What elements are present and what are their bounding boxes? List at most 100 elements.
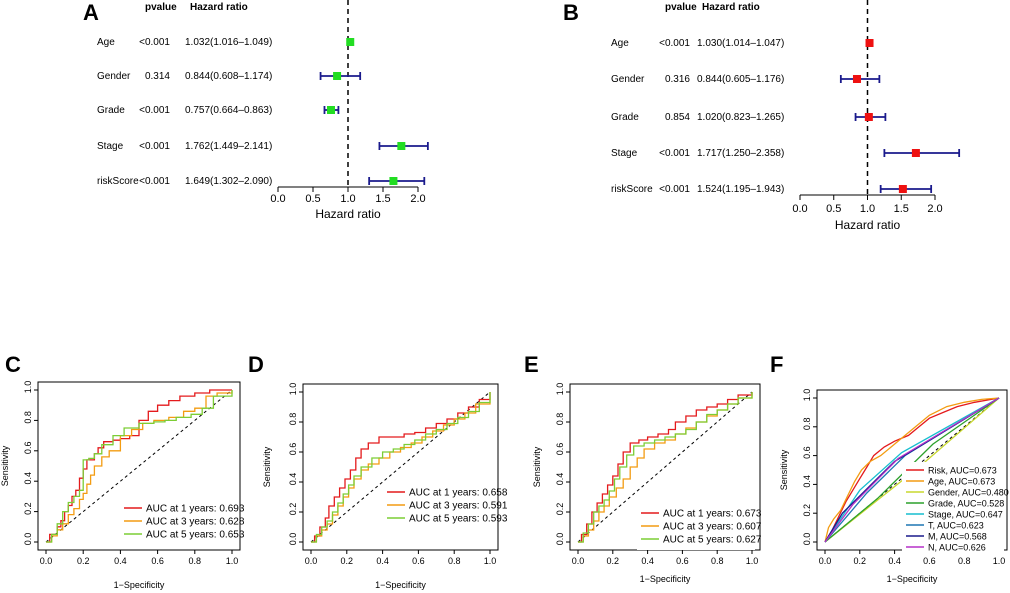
row-label: Age (611, 38, 629, 49)
row-hr-text: 1.717(1.250–2.358) (697, 148, 784, 159)
legend-entry: Age, AUC=0.673 (928, 477, 995, 487)
x-tick-label: 2.0 (927, 203, 942, 215)
legend-entry: M, AUC=0.568 (928, 532, 987, 542)
row-pvalue: 0.854 (665, 112, 690, 123)
row-pvalue: <0.001 (139, 141, 170, 152)
y-axis-title: Sensitivity (532, 446, 542, 487)
legend-entry: AUC at 3 years: 0.607 (663, 522, 762, 533)
header-pvalue: pvalue (665, 2, 697, 13)
row-pvalue: <0.001 (659, 184, 690, 195)
row-label: Gender (611, 74, 645, 85)
roc-curve (46, 389, 232, 543)
legend-box (902, 462, 1004, 556)
row-hr-text: 0.844(0.608–1.174) (185, 71, 272, 82)
y-tick-label: 0.2 (23, 502, 33, 515)
roc-curve (824, 397, 1000, 543)
y-tick-label: 0.0 (288, 533, 298, 546)
y-tick-label: 0.0 (23, 533, 33, 546)
x-tick-label: 0.2 (854, 556, 867, 566)
x-tick-label: 2.0 (410, 193, 425, 205)
row-pvalue: 0.316 (665, 74, 690, 85)
row-pvalue: <0.001 (139, 37, 170, 48)
legend-entry: AUC at 1 years: 0.673 (663, 509, 762, 520)
x-axis-title: 1−Specificity (640, 574, 691, 584)
header-pvalue: pvalue (145, 2, 177, 13)
y-tick-label: 0.8 (288, 413, 298, 426)
x-tick-label: 0.0 (305, 556, 318, 566)
x-tick-label: 0.8 (711, 556, 724, 566)
x-tick-label: 0.2 (607, 556, 620, 566)
x-tick-label: 0.0 (270, 193, 285, 205)
row-label: Stage (97, 141, 124, 152)
row-hr-text: 1.762(1.449–2.141) (185, 141, 272, 152)
roc-curve (46, 390, 233, 543)
y-tick-label: 0.8 (555, 413, 565, 426)
hr-marker (864, 113, 873, 121)
y-tick-label: 0.4 (288, 473, 298, 486)
x-tick-label: 0.6 (923, 556, 936, 566)
row-hr-text: 1.649(1.302–2.090) (185, 176, 272, 187)
panel-label-F: F (770, 352, 783, 377)
y-axis-title: Sensitivity (779, 449, 789, 490)
legend-entry: Grade, AUC=0.528 (928, 499, 1004, 509)
hr-marker (326, 106, 335, 114)
row-hr-text: 1.032(1.016–1.049) (185, 37, 272, 48)
roc-panel-E: E 0.0 0.0 0.2 0.2 0.4 0.4 0.6 0.6 0.8 0.8 1.0 1.0 1−S… (524, 352, 762, 584)
y-tick-label: 0.4 (23, 472, 33, 485)
row-hr-text: 0.757(0.664–0.863) (185, 105, 272, 116)
y-tick-label: 0.2 (555, 503, 565, 516)
row-label: riskScore (611, 184, 653, 195)
header-hazard-ratio: Hazard ratio (702, 2, 760, 13)
legend-entry: Stage, AUC=0.647 (928, 510, 1003, 520)
legend-entry: T, AUC=0.623 (928, 521, 984, 531)
row-pvalue: 0.314 (145, 71, 170, 82)
roc-curve (824, 397, 1000, 543)
hr-marker (346, 38, 355, 46)
x-tick-label: 0.8 (448, 556, 461, 566)
x-tick-label: 1.0 (226, 556, 239, 566)
y-tick-label: 0.4 (555, 473, 565, 486)
y-axis-title: Sensitivity (0, 445, 10, 486)
panel-label-E: E (524, 352, 539, 377)
y-tick-label: 0.0 (555, 533, 565, 546)
y-axis-title: Sensitivity (262, 446, 272, 487)
row-label: Age (97, 37, 115, 48)
x-tick-label: 1.0 (860, 203, 875, 215)
plot-frame (302, 383, 499, 551)
x-tick-label: 1.5 (894, 203, 909, 215)
hr-marker (397, 142, 406, 150)
x-tick-label: 1.0 (340, 193, 355, 205)
x-tick-label: 0.4 (888, 556, 901, 566)
roc-curve (578, 392, 753, 543)
legend-entry: Risk, AUC=0.673 (928, 466, 997, 476)
legend-entry: AUC at 5 years: 0.593 (409, 514, 508, 525)
roc-curve (578, 392, 753, 543)
legend-entry: AUC at 5 years: 0.653 (146, 530, 245, 541)
x-axis-title: Hazard ratio (315, 207, 381, 221)
x-tick-label: 0.8 (958, 556, 971, 566)
y-tick-label: 0.6 (555, 443, 565, 456)
x-tick-label: 0.4 (376, 556, 389, 566)
legend-entry: AUC at 3 years: 0.628 (146, 517, 245, 528)
y-tick-label: 0.2 (288, 503, 298, 516)
row-label: Grade (97, 105, 125, 116)
roc-panel-D: D 0.0 0.0 0.2 0.2 0.4 0.4 0.6 0.6 0.8 0.8 1.0 1.0 1−S… (248, 352, 508, 590)
y-tick-label: 0.4 (802, 475, 812, 488)
panel-label-D: D (248, 352, 264, 377)
row-hr-text: 1.030(1.014–1.047) (697, 38, 784, 49)
x-tick-label: 0.8 (189, 556, 202, 566)
panel-label-C: C (5, 352, 21, 377)
legend-entry: AUC at 5 years: 0.627 (663, 535, 762, 546)
y-tick-label: 0.8 (23, 411, 33, 424)
hr-marker (333, 72, 342, 80)
panel-label-A: A (83, 0, 99, 25)
row-hr-text: 0.844(0.605–1.176) (697, 74, 784, 85)
legend-entry: AUC at 3 years: 0.591 (409, 501, 508, 512)
legend-entry: AUC at 1 years: 0.693 (146, 504, 245, 515)
x-tick-label: 0.6 (412, 556, 425, 566)
roc-curve (311, 392, 491, 543)
hr-marker (852, 75, 861, 83)
x-tick-label: 0.0 (792, 203, 807, 215)
hr-marker (389, 177, 398, 185)
